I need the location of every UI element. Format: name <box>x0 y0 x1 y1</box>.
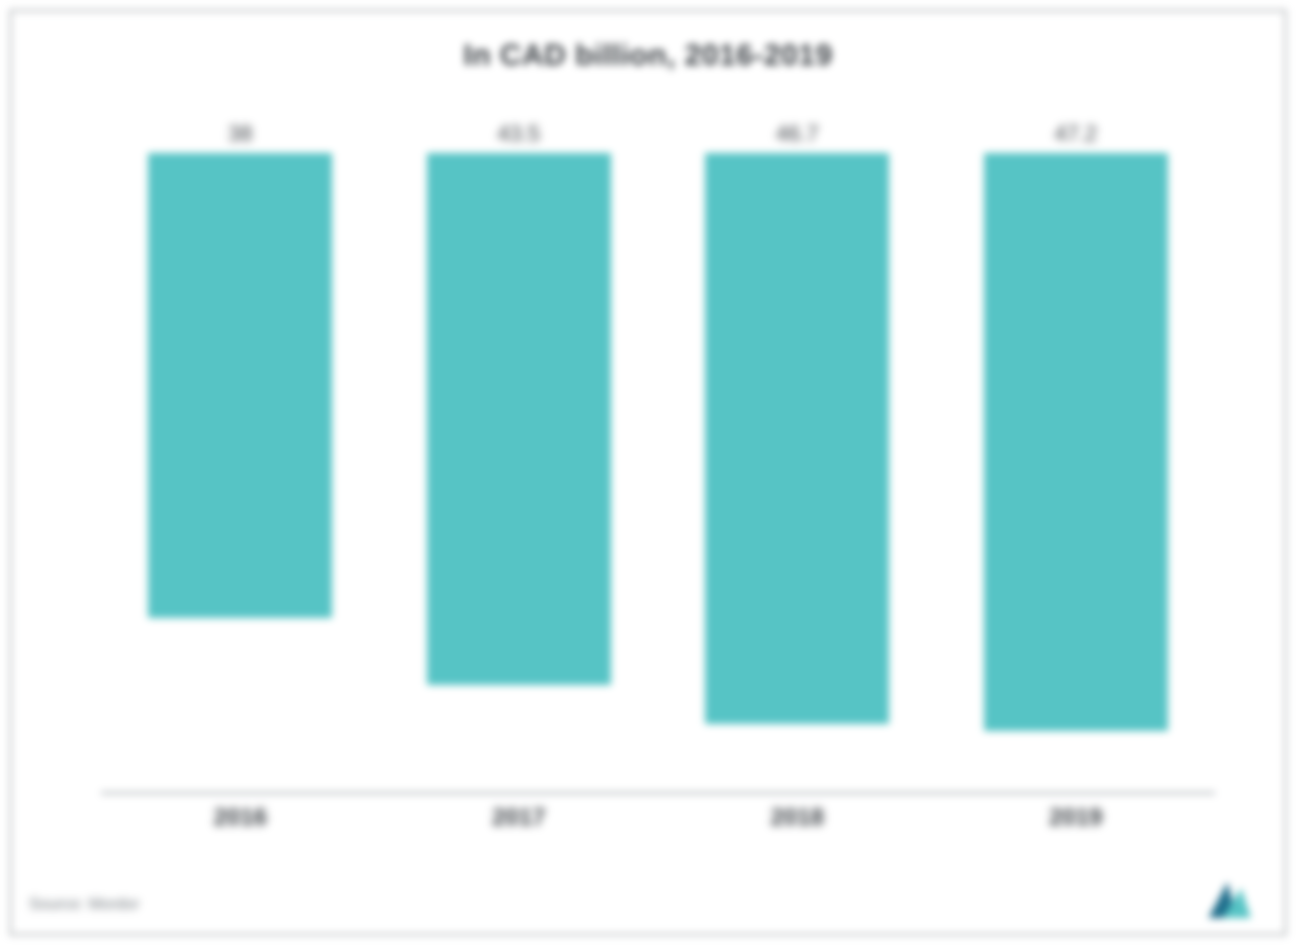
bar-slot: 43.5 <box>380 121 659 794</box>
bar-rect <box>984 153 1168 731</box>
x-axis-line <box>101 792 1215 794</box>
x-labels: 2016 2017 2018 2019 <box>101 804 1215 844</box>
bar-rect <box>705 153 889 724</box>
chart-title: In CAD billion, 2016-2019 <box>11 39 1285 73</box>
plot-area: 38 43.5 46.7 47.2 <box>101 121 1215 794</box>
bar-slot: 46.7 <box>658 121 937 794</box>
x-label: 2018 <box>658 804 937 844</box>
x-label: 2016 <box>101 804 380 844</box>
bars-container: 38 43.5 46.7 47.2 <box>101 121 1215 794</box>
bar-value-label: 47.2 <box>1054 121 1097 147</box>
bar-value-label: 38 <box>228 121 252 147</box>
bar-slot: 38 <box>101 121 380 794</box>
bar-rect <box>427 153 611 685</box>
brand-logo <box>1211 882 1263 918</box>
chart-frame: In CAD billion, 2016-2019 38 43.5 46.7 4… <box>10 10 1286 935</box>
bar-slot: 47.2 <box>937 121 1216 794</box>
bar-rect <box>148 153 332 618</box>
x-label: 2019 <box>937 804 1216 844</box>
x-label: 2017 <box>380 804 659 844</box>
bar-value-label: 46.7 <box>776 121 819 147</box>
logo-mark-icon <box>1211 882 1257 918</box>
bar-value-label: 43.5 <box>497 121 540 147</box>
source-caption: Source: Mordor <box>29 896 139 914</box>
